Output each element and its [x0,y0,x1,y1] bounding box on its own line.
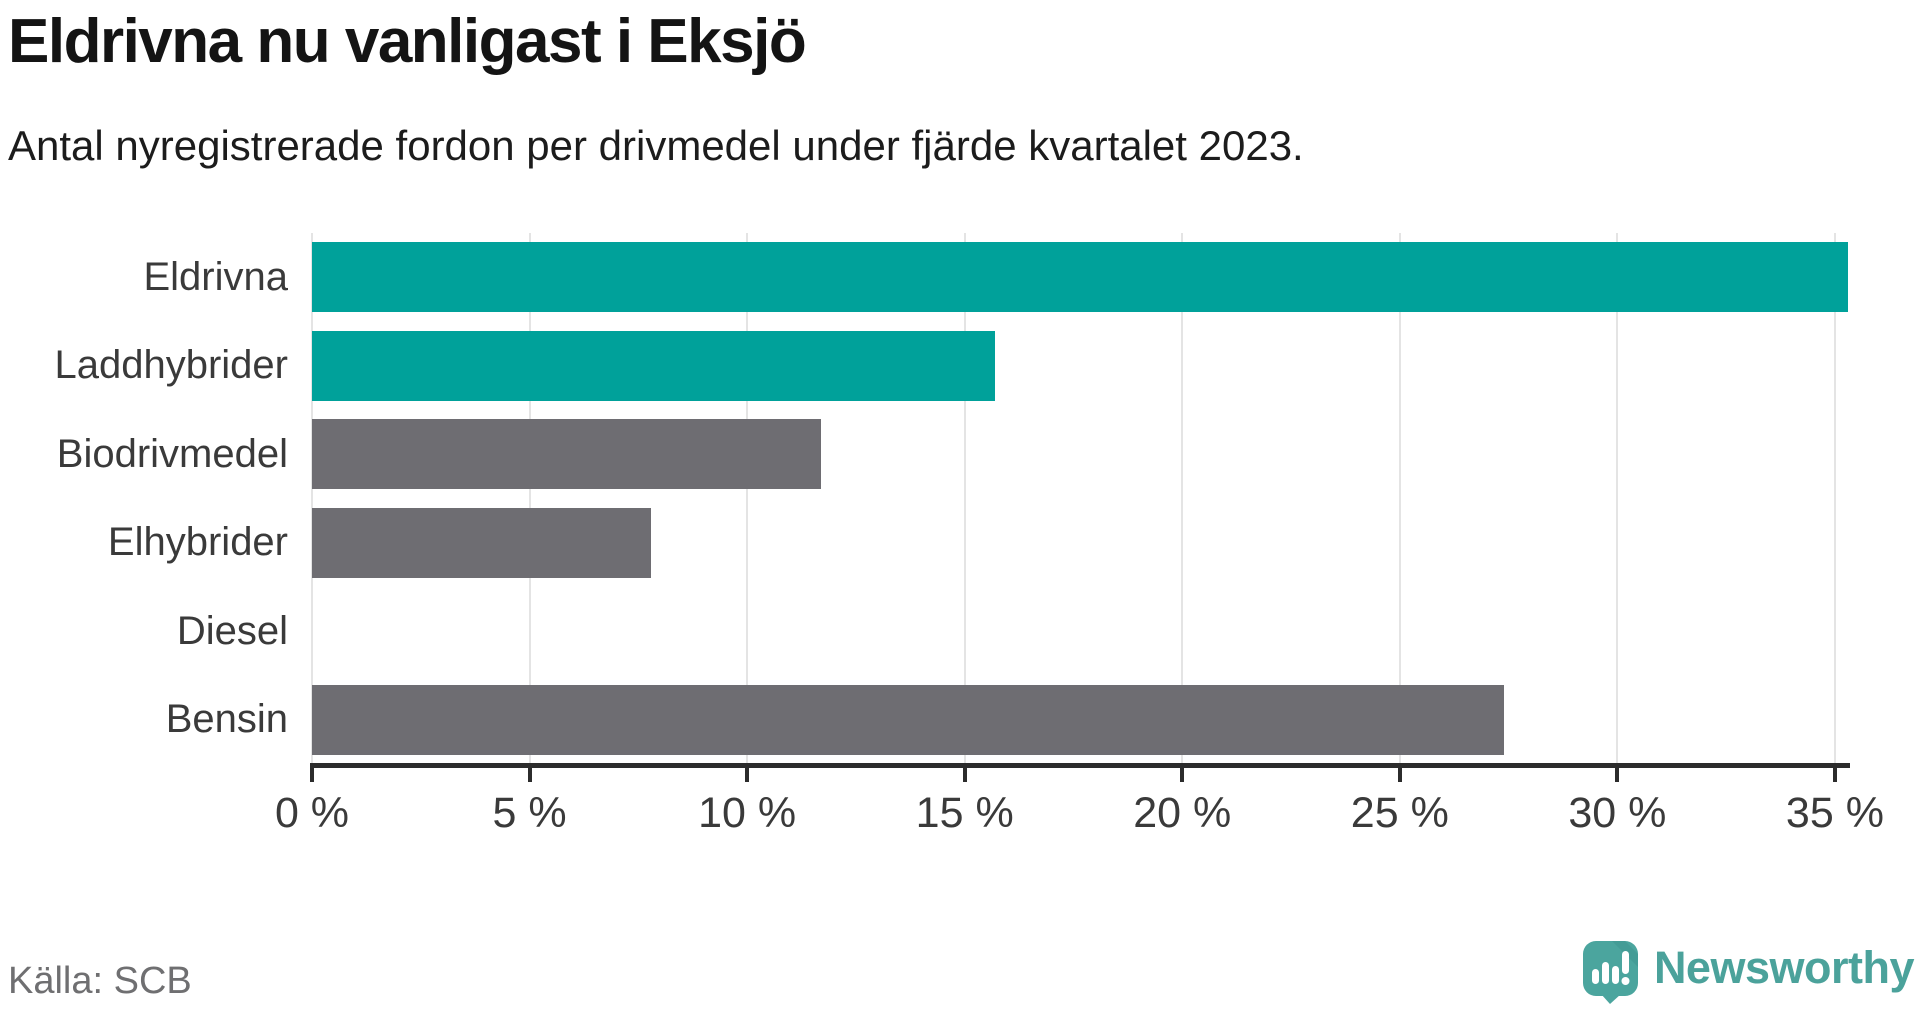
tick-15 [962,768,967,782]
tick-label-25: 25 % [1350,789,1449,837]
bar-row-diesel [312,587,1848,676]
category-label-diesel: Diesel [176,608,288,653]
tick-label-35: 35 % [1785,789,1884,837]
category-label-elhybrider: Elhybrider [107,520,288,565]
category-label-bensin: Bensin [165,697,288,742]
gridline-15 [963,233,966,764]
tick-label-5: 5 % [492,789,567,837]
gridline-20 [1181,233,1184,764]
tick-5 [527,768,532,782]
bar-row-biodrivmedel [312,410,1848,499]
category-label-laddhybrider: Laddhybrider [54,343,289,388]
tick-label-30: 30 % [1568,789,1667,837]
chart-title: Eldrivna nu vanligast i Eksjö [8,7,807,76]
gridline-5 [528,233,531,764]
category-label-eldrivna: Eldrivna [143,254,288,299]
newsworthy-logo: Newsworthy [1582,940,1915,1004]
gridline-10 [746,233,749,764]
bar-elhybrider [312,507,652,578]
tick-20 [1180,768,1185,782]
bar-laddhybrider [312,330,996,401]
bar-row-laddhybrider [312,322,1848,411]
tick-0 [310,768,314,782]
bar-row-elhybrider [312,499,1848,588]
bar-series [312,233,1848,764]
newsworthy-wordmark: Newsworthy [1653,942,1915,993]
chart-subtitle: Antal nyregistrerade fordon per drivmede… [8,122,1304,169]
gridline-30 [1616,233,1619,764]
tick-label-0: 0 % [274,789,350,837]
tick-10 [745,768,750,782]
bar-row-eldrivna [312,233,1848,322]
tick-label-15: 15 % [915,789,1014,837]
tick-label-20: 20 % [1133,789,1232,837]
tick-25 [1397,768,1402,782]
bar-row-bensin [312,676,1848,765]
bar-bensin [312,684,1505,755]
tick-35 [1832,768,1837,782]
newsworthy-logo-icon [1582,941,1638,1004]
tick-label-10: 10 % [698,789,797,837]
gridline-35 [1833,233,1836,764]
category-label-biodrivmedel: Biodrivmedel [56,431,288,476]
x-axis-line [310,763,1850,768]
x-axis-ticks [310,768,1848,782]
tick-30 [1615,768,1620,782]
x-axis-tick-labels: 0 % 5 % 10 % 15 % 20 % 25 % 30 % 35 % [275,789,1884,839]
bar-biodrivmedel [312,419,822,490]
bar-eldrivna [312,242,1848,313]
gridline-25 [1398,233,1401,764]
gridline-0 [311,233,313,764]
plot-area [311,233,1848,764]
category-axis: Eldrivna Laddhybrider Biodrivmedel Elhybrid… [0,233,289,764]
source-label: Källa: SCB [8,960,192,1002]
